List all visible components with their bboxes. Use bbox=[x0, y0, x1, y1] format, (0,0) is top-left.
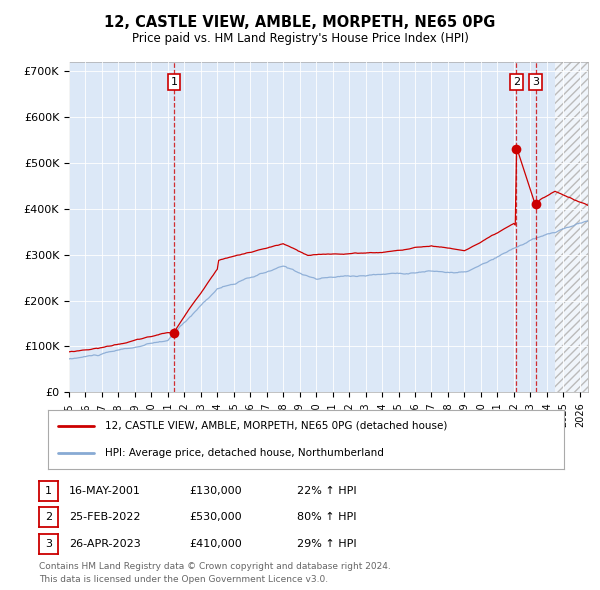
Text: 16-MAY-2001: 16-MAY-2001 bbox=[69, 486, 141, 496]
Text: This data is licensed under the Open Government Licence v3.0.: This data is licensed under the Open Gov… bbox=[39, 575, 328, 584]
Text: 12, CASTLE VIEW, AMBLE, MORPETH, NE65 0PG (detached house): 12, CASTLE VIEW, AMBLE, MORPETH, NE65 0P… bbox=[105, 421, 447, 431]
Text: 2: 2 bbox=[513, 77, 520, 87]
Text: £530,000: £530,000 bbox=[189, 513, 242, 522]
Text: 1: 1 bbox=[45, 486, 52, 496]
Text: 1: 1 bbox=[170, 77, 178, 87]
Bar bbox=[555, 62, 588, 392]
Text: 3: 3 bbox=[532, 77, 539, 87]
Text: £410,000: £410,000 bbox=[189, 539, 242, 549]
Text: 3: 3 bbox=[45, 539, 52, 549]
Text: HPI: Average price, detached house, Northumberland: HPI: Average price, detached house, Nort… bbox=[105, 448, 383, 458]
Text: 80% ↑ HPI: 80% ↑ HPI bbox=[297, 513, 356, 522]
Text: Price paid vs. HM Land Registry's House Price Index (HPI): Price paid vs. HM Land Registry's House … bbox=[131, 32, 469, 45]
Text: 25-FEB-2022: 25-FEB-2022 bbox=[69, 513, 140, 522]
Text: 22% ↑ HPI: 22% ↑ HPI bbox=[297, 486, 356, 496]
Text: 26-APR-2023: 26-APR-2023 bbox=[69, 539, 141, 549]
Text: 2: 2 bbox=[45, 513, 52, 522]
Text: £130,000: £130,000 bbox=[189, 486, 242, 496]
Bar bbox=[555, 62, 588, 392]
Text: Contains HM Land Registry data © Crown copyright and database right 2024.: Contains HM Land Registry data © Crown c… bbox=[39, 562, 391, 571]
Text: 29% ↑ HPI: 29% ↑ HPI bbox=[297, 539, 356, 549]
Text: 12, CASTLE VIEW, AMBLE, MORPETH, NE65 0PG: 12, CASTLE VIEW, AMBLE, MORPETH, NE65 0P… bbox=[104, 15, 496, 30]
